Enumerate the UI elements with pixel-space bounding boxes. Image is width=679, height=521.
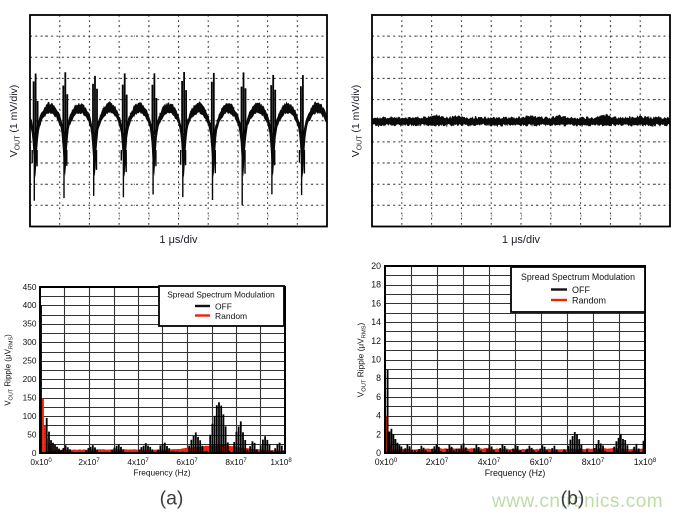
svg-text:450: 450 bbox=[23, 282, 37, 292]
svg-text:www.cntronics.com: www.cntronics.com bbox=[491, 491, 663, 512]
svg-text:(b): (b) bbox=[561, 488, 585, 510]
svg-text:2x107: 2x107 bbox=[78, 457, 100, 467]
svg-text:8: 8 bbox=[376, 373, 381, 383]
svg-text:(a): (a) bbox=[160, 488, 184, 510]
svg-text:14: 14 bbox=[371, 317, 381, 327]
svg-text:20: 20 bbox=[371, 261, 381, 271]
svg-text:4x107: 4x107 bbox=[478, 457, 501, 467]
svg-text:0x100: 0x100 bbox=[30, 457, 52, 467]
svg-text:2: 2 bbox=[376, 429, 381, 439]
svg-text:350: 350 bbox=[23, 319, 37, 329]
svg-text:Frequency (Hz): Frequency (Hz) bbox=[133, 468, 190, 478]
svg-text:0: 0 bbox=[376, 448, 381, 458]
svg-text:1 μs/div: 1 μs/div bbox=[502, 234, 541, 246]
svg-text:50: 50 bbox=[27, 429, 37, 439]
svg-text:4: 4 bbox=[376, 411, 381, 421]
svg-text:1x108: 1x108 bbox=[270, 457, 292, 467]
svg-text:10: 10 bbox=[371, 355, 381, 365]
svg-text:Frequency (Hz): Frequency (Hz) bbox=[485, 468, 546, 478]
svg-text:6x107: 6x107 bbox=[530, 457, 553, 467]
svg-text:Spread Spectrum Modulation: Spread Spectrum Modulation bbox=[167, 290, 275, 300]
svg-text:2x107: 2x107 bbox=[426, 457, 449, 467]
svg-text:4x107: 4x107 bbox=[127, 457, 149, 467]
svg-text:6x107: 6x107 bbox=[176, 457, 198, 467]
svg-text:Random: Random bbox=[215, 311, 247, 321]
svg-text:300: 300 bbox=[23, 337, 37, 347]
svg-text:100: 100 bbox=[23, 411, 37, 421]
svg-text:VOUT Ripple (μVRMS): VOUT Ripple (μVRMS) bbox=[4, 334, 15, 406]
svg-text:12: 12 bbox=[371, 336, 381, 346]
svg-text:8x107: 8x107 bbox=[225, 457, 247, 467]
svg-text:8x107: 8x107 bbox=[582, 457, 605, 467]
svg-text:200: 200 bbox=[23, 374, 37, 384]
svg-text:250: 250 bbox=[23, 356, 37, 366]
svg-text:18: 18 bbox=[371, 280, 381, 290]
svg-text:1 μs/div: 1 μs/div bbox=[159, 234, 198, 246]
svg-text:Random: Random bbox=[572, 296, 606, 306]
svg-text:6: 6 bbox=[376, 392, 381, 402]
svg-text:OFF: OFF bbox=[215, 302, 232, 312]
svg-text:VOUT Ripple (μVRMS): VOUT Ripple (μVRMS) bbox=[356, 322, 368, 397]
svg-text:400: 400 bbox=[23, 300, 37, 310]
svg-text:150: 150 bbox=[23, 393, 37, 403]
svg-text:16: 16 bbox=[371, 298, 381, 308]
svg-text:0x100: 0x100 bbox=[375, 457, 398, 467]
svg-text:OFF: OFF bbox=[572, 285, 590, 295]
svg-text:0: 0 bbox=[32, 448, 37, 458]
svg-text:1x108: 1x108 bbox=[634, 457, 657, 467]
svg-text:VOUT (1 mV/div): VOUT (1 mV/div) bbox=[350, 85, 364, 158]
svg-text:Spread Spectrum Modulation: Spread Spectrum Modulation bbox=[521, 272, 635, 282]
